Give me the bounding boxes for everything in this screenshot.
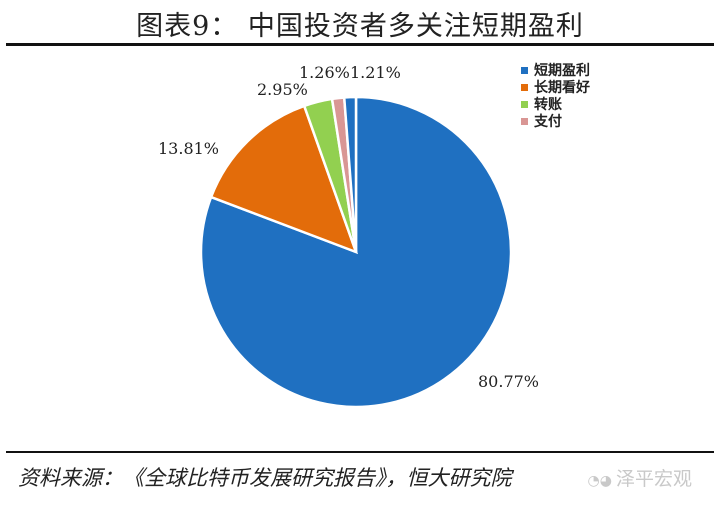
legend-swatch-0	[521, 67, 528, 74]
bottom-divider	[6, 451, 714, 453]
legend-label-0: 短期盈利	[534, 62, 590, 79]
data-label-0: 80.77%	[478, 372, 539, 391]
data-label-4: 1.21%	[350, 63, 401, 82]
chart-title: 图表9： 中国投资者多关注短期盈利	[136, 11, 584, 42]
top-divider	[6, 43, 714, 46]
data-label-3: 1.26%	[299, 63, 350, 82]
data-label-1: 13.81%	[158, 139, 219, 158]
pie-slice-4	[342, 95, 358, 253]
legend-swatch-1	[521, 84, 528, 91]
legend-swatch-3	[521, 118, 528, 125]
legend-label-1: 长期看好	[534, 79, 590, 96]
legend-label-3: 支付	[533, 113, 562, 130]
legend-label-2: 转账	[534, 96, 562, 113]
watermark: ◔◕ 泽平宏观	[588, 464, 692, 491]
pie-slice-1	[209, 104, 359, 255]
watermark-text: 泽平宏观	[615, 468, 692, 490]
data-label-2: 2.95%	[257, 80, 308, 99]
legend-swatch-2	[521, 101, 528, 108]
wechat-icon: ◔◕	[587, 473, 612, 489]
source-note: 资料来源：《全球比特币发展研究报告》，恒大研究院	[18, 466, 512, 490]
